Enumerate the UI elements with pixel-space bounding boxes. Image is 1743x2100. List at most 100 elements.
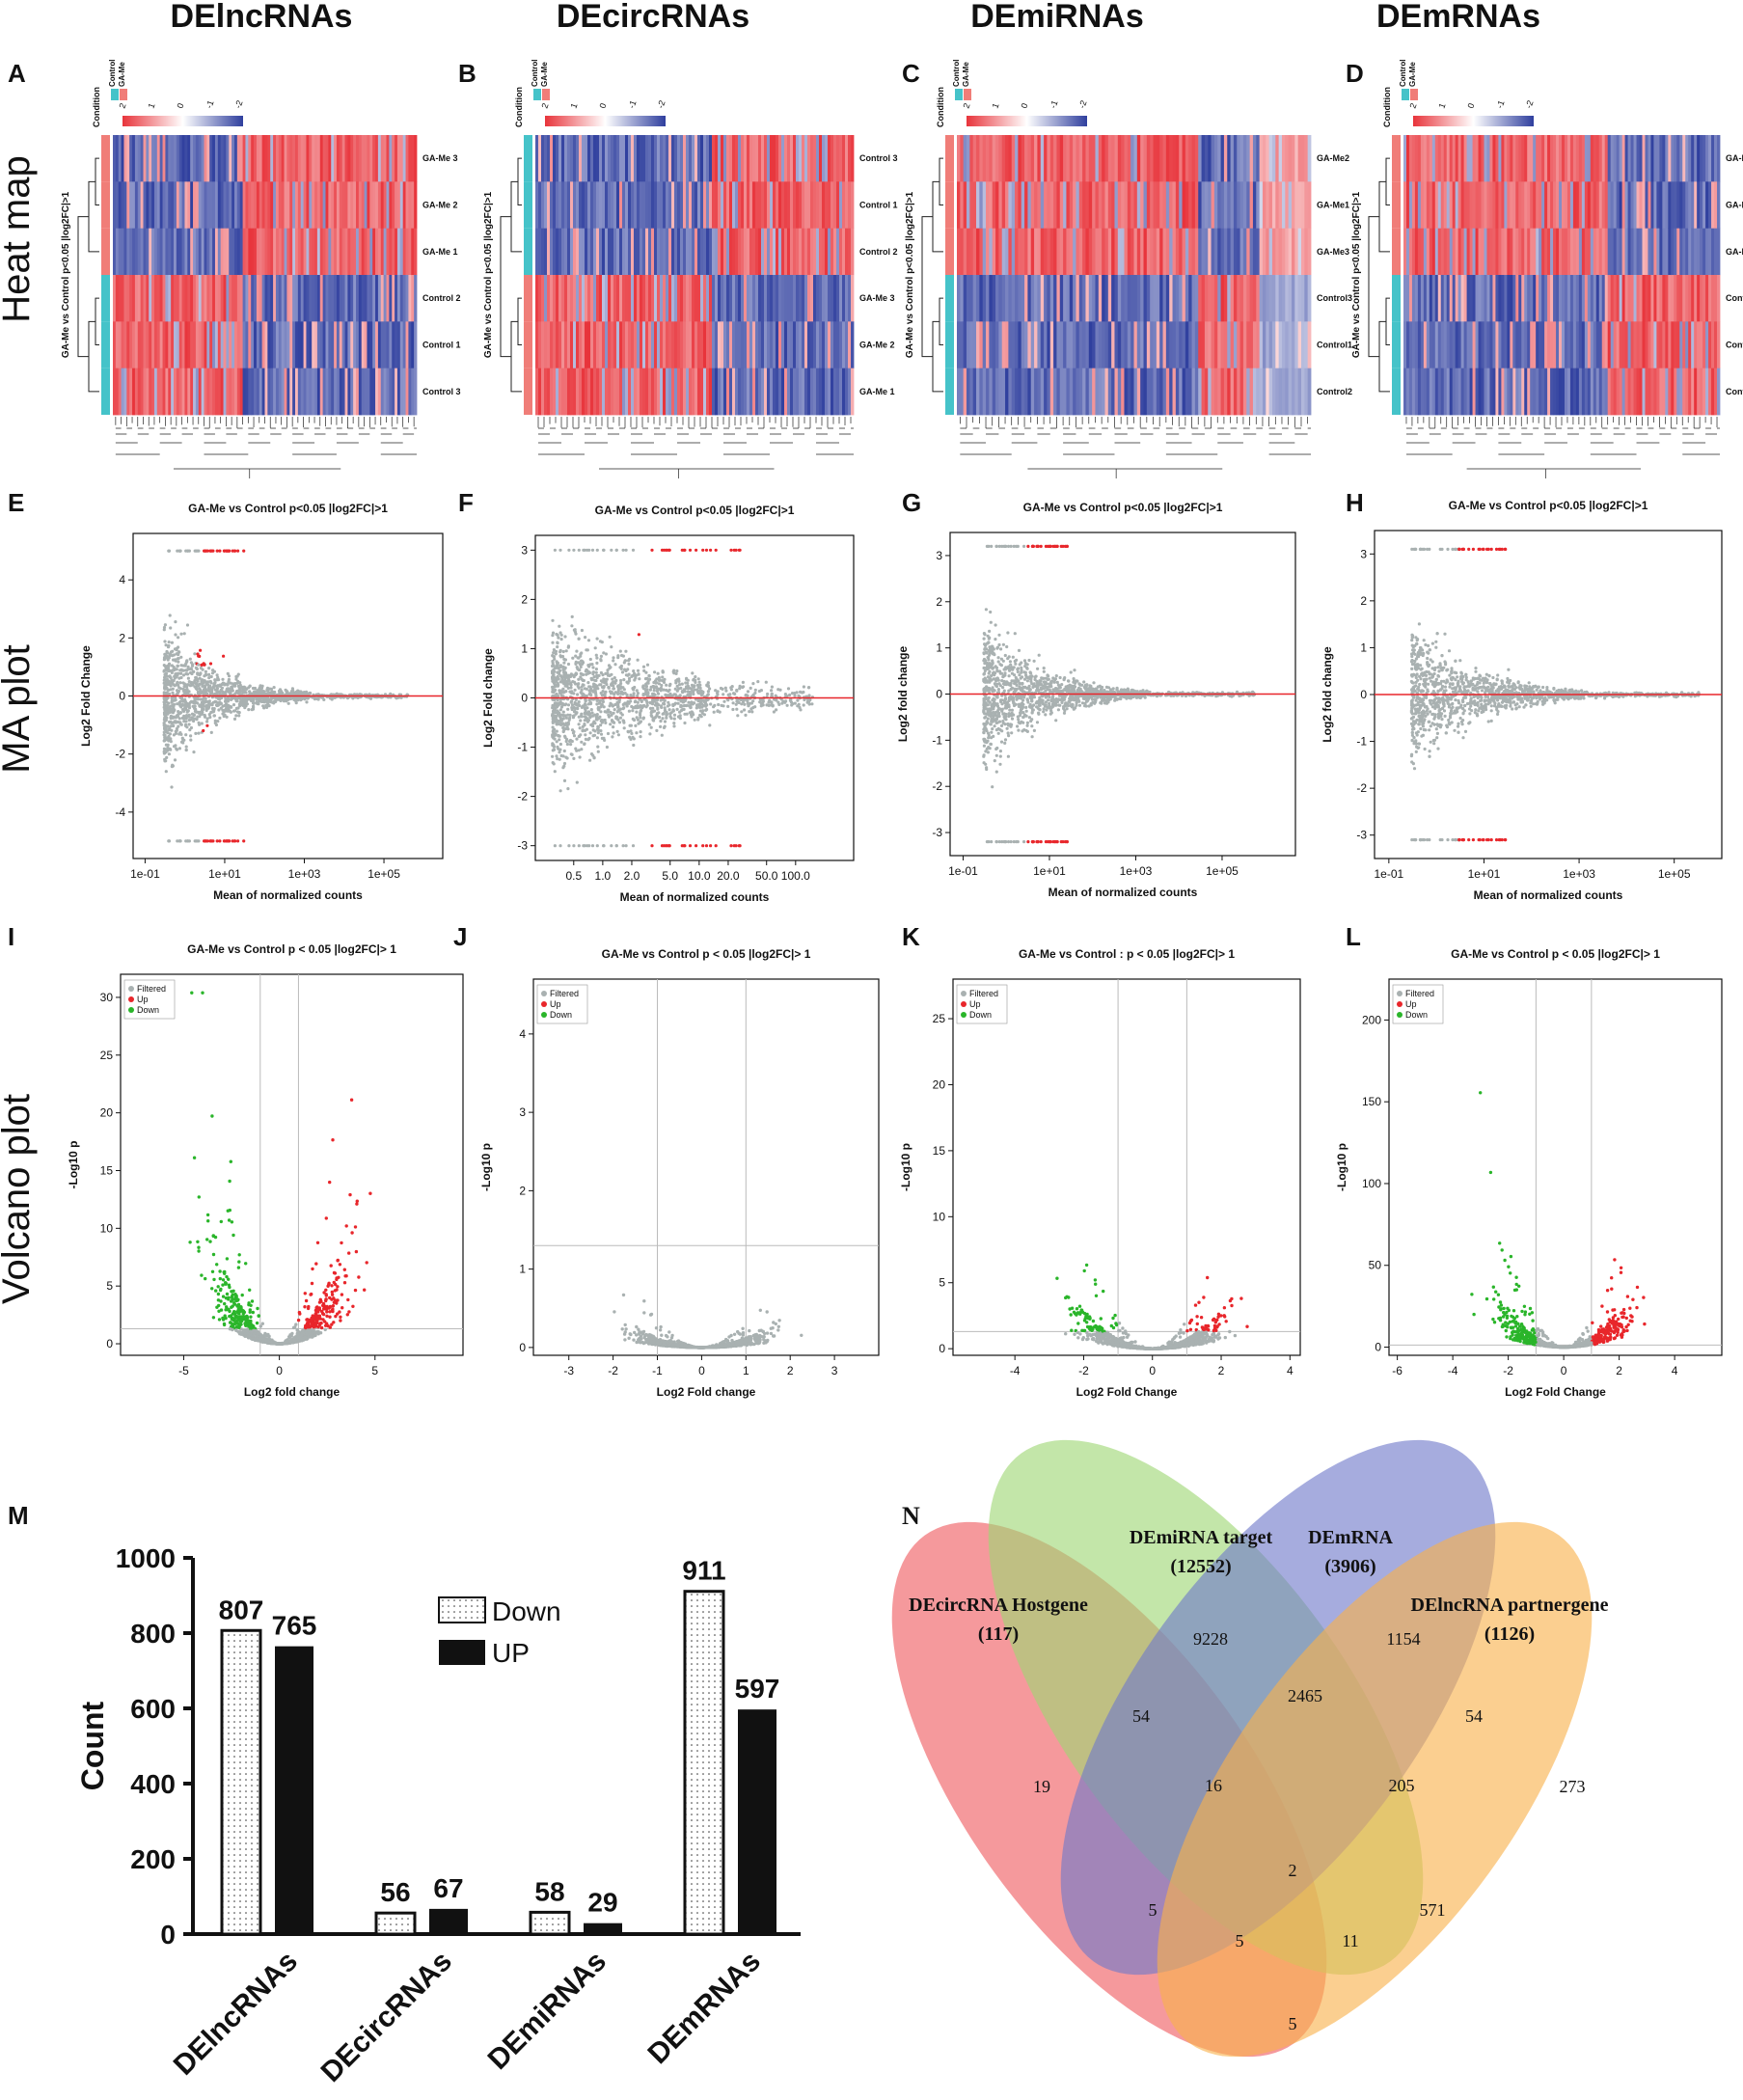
heatmap-cell	[1472, 135, 1476, 182]
ma-point	[175, 714, 178, 718]
heatmap-cell	[764, 228, 768, 276]
heatmap-cell	[1550, 228, 1554, 276]
heatmap-cell	[198, 368, 203, 416]
heatmap-cell	[1159, 228, 1163, 276]
heatmap-cell	[1569, 275, 1574, 322]
legend-control-swatch	[955, 89, 963, 100]
heatmap-cell	[645, 368, 649, 416]
heatmap-cell	[1242, 275, 1247, 322]
heatmap-cell	[547, 368, 551, 416]
heatmap-cell	[960, 181, 965, 230]
heatmap-cell	[226, 181, 230, 230]
heatmap-cell	[347, 181, 351, 230]
heatmap-cell	[833, 135, 837, 182]
heatmap-cell	[278, 181, 283, 230]
heatmap-cell	[1431, 275, 1436, 322]
ma-point	[199, 666, 203, 670]
heatmap-cell	[1639, 321, 1643, 369]
heatmap-cell	[1569, 135, 1574, 182]
heatmap-cell	[254, 135, 258, 182]
heatmap-cell	[1082, 181, 1086, 230]
ma-point	[274, 699, 278, 704]
heatmap-cell	[596, 135, 600, 182]
heatmap-cell	[190, 135, 194, 182]
x-tick-label: 1.0	[595, 869, 612, 883]
heatmap-cell	[683, 181, 687, 230]
heatmap-cell	[674, 368, 678, 416]
heatmap-cell	[692, 181, 695, 230]
heatmap-cell	[336, 275, 340, 322]
heatmap-cell	[1156, 321, 1160, 369]
heatmap-cell	[697, 321, 701, 369]
heatmap-cell	[1420, 368, 1425, 416]
heatmap-cell	[625, 228, 629, 276]
heatmap-cell	[1518, 135, 1522, 182]
x-tick-label: 1e+03	[288, 867, 321, 881]
heatmap-cell	[1624, 321, 1628, 369]
heatmap-cell	[1124, 275, 1129, 322]
heatmap-cell	[256, 321, 260, 369]
heatmap-cell	[558, 275, 562, 322]
heatmap-cell	[331, 368, 335, 416]
heatmap-cell	[715, 181, 719, 230]
heatmap-cell	[1027, 368, 1032, 416]
heatmap-cell	[822, 275, 826, 322]
heatmap-cell	[239, 321, 243, 369]
heatmap-cell	[184, 321, 188, 369]
heatmap-cell	[1259, 321, 1264, 369]
heatmap-cell	[1668, 181, 1672, 230]
heatmap-cell	[960, 228, 965, 276]
ma-point	[181, 668, 185, 672]
heatmap-cell	[1102, 368, 1105, 416]
ma-point	[210, 690, 214, 695]
heatmap-cell	[709, 181, 713, 230]
heatmap-cell	[1702, 275, 1706, 322]
heatmap-cell	[982, 368, 987, 416]
heatmap-cell	[1624, 368, 1628, 416]
heatmap-cell	[1249, 228, 1254, 276]
heatmap-cell	[113, 368, 117, 416]
heatmap-cell	[1697, 228, 1701, 276]
heatmap-cell	[1547, 135, 1551, 182]
heatmap-cell	[749, 321, 753, 369]
heatmap-cell	[1486, 181, 1490, 230]
heatmap-cell	[1621, 368, 1625, 416]
heatmap-cell	[541, 228, 545, 276]
heatmap-cell	[666, 228, 669, 276]
heatmap-cell	[1642, 228, 1646, 276]
ma-point	[575, 649, 579, 653]
heatmap-cell	[129, 321, 133, 369]
heatmap-cell	[1266, 368, 1270, 416]
heatmap-cell	[1624, 135, 1628, 182]
heatmap-cell	[535, 275, 539, 322]
heatmap-cell	[1049, 228, 1054, 276]
heatmap-cell	[1285, 135, 1290, 182]
heatmap-cell	[564, 181, 568, 230]
heatmap-cell	[556, 321, 559, 369]
y-tick-label: -2	[517, 790, 528, 804]
heatmap-cell	[1564, 181, 1568, 230]
heatmap-cell	[297, 181, 302, 230]
heatmap-cell	[1175, 135, 1180, 182]
heatmap-cell	[1069, 321, 1074, 369]
heatmap-cell	[193, 228, 197, 276]
ma-point	[263, 699, 267, 703]
color-key-tick: 1	[1436, 102, 1447, 110]
heatmap-cell	[1271, 135, 1276, 182]
row-dendrogram	[77, 157, 99, 393]
heatmap-cell	[256, 368, 260, 416]
heatmap-cell	[700, 181, 704, 230]
heatmap-cell	[367, 228, 370, 276]
heatmap-cell	[239, 181, 243, 230]
heatmap-cell	[787, 228, 791, 276]
heatmap-cell	[1434, 135, 1439, 182]
heatmap-cell	[1307, 181, 1312, 230]
heatmap-cell	[982, 181, 987, 230]
heatmap-cell	[1034, 228, 1038, 276]
heatmap-cell	[297, 135, 302, 182]
heatmap-cell	[118, 321, 122, 369]
ma-point	[193, 699, 197, 703]
heatmap-cell	[773, 181, 776, 230]
heatmap-cell	[1227, 135, 1231, 182]
